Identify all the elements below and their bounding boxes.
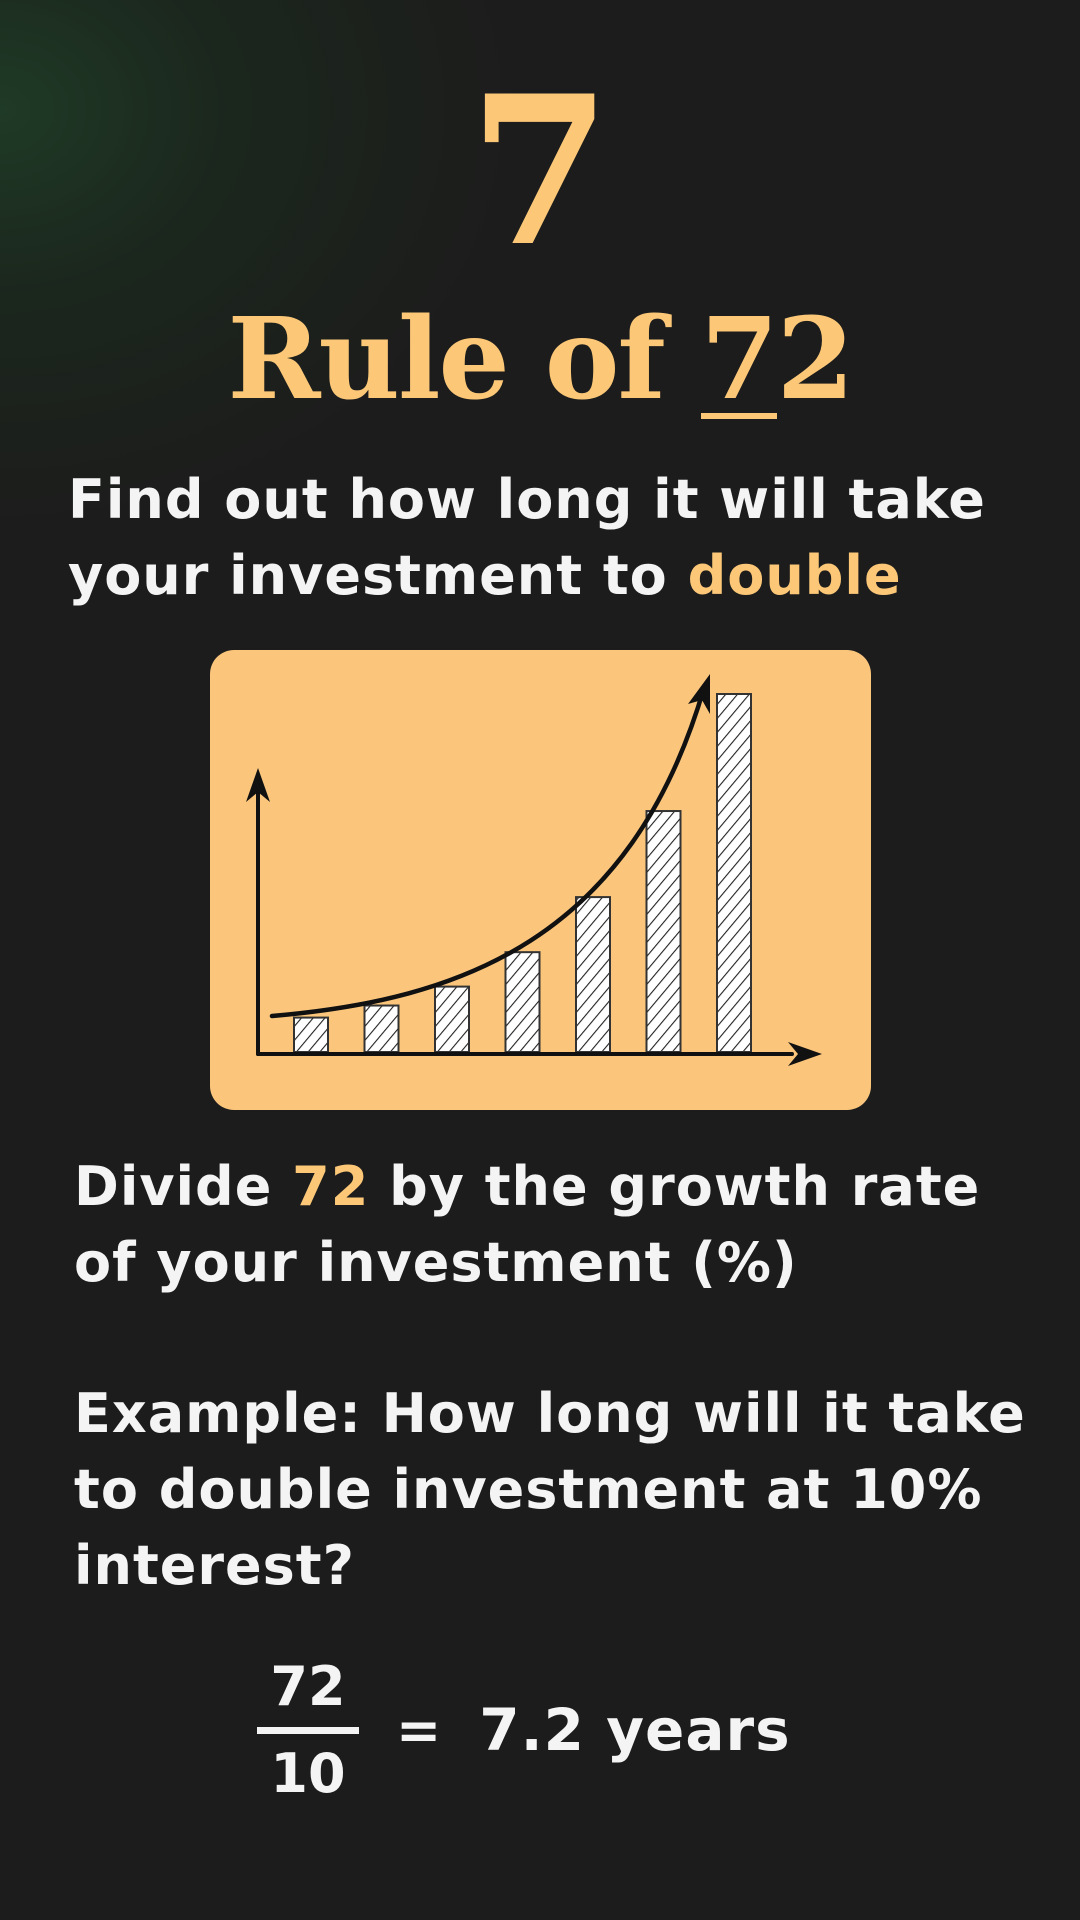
- formula: 72 10 = 7.2 years: [256, 1650, 791, 1810]
- subtitle-highlight: double: [687, 544, 902, 607]
- growth-arrow-curve: [269, 685, 707, 1019]
- growth-chart-illustration: [246, 674, 822, 1066]
- page-title: Rule of 72: [0, 298, 1080, 421]
- growth-bar: [716, 693, 752, 1053]
- growth-bar: [645, 810, 682, 1053]
- example-text: Example: How long will it take to double…: [74, 1382, 1026, 1597]
- instruction-after: by the growth rate of your investment (%…: [74, 1155, 981, 1294]
- title-suffix: 2: [776, 294, 855, 425]
- instruction-highlight: 72: [292, 1155, 370, 1218]
- fraction-numerator: 72: [270, 1654, 346, 1718]
- growth-bar: [575, 896, 611, 1053]
- fraction: 72 10: [256, 1655, 360, 1806]
- growth-bar: [293, 1016, 329, 1054]
- x-axis-arrow: [788, 1042, 822, 1066]
- growth-arrow-head: [688, 674, 710, 714]
- growth-bar: [504, 951, 541, 1053]
- equals-sign: =: [396, 1698, 442, 1762]
- growth-bar: [434, 985, 470, 1054]
- growth-illustration-card: [210, 650, 871, 1110]
- fraction-denominator: 10: [270, 1741, 346, 1805]
- formula-result: 7.2 years: [479, 1696, 791, 1764]
- growth-bar: [363, 1004, 400, 1053]
- subtitle: Find out how long it will take your inve…: [68, 462, 1028, 614]
- subtitle-text: Find out how long it will take your inve…: [68, 468, 986, 607]
- title-underlined-digit: 7: [700, 294, 779, 425]
- instruction-before: Divide: [74, 1155, 293, 1218]
- y-axis-arrow: [246, 768, 270, 802]
- fraction-bar: [257, 1726, 359, 1734]
- step-number: 7: [468, 52, 612, 292]
- instruction-text: Divide 72 by the growth rate of your inv…: [74, 1149, 1034, 1301]
- title-prefix: Rule of: [227, 294, 701, 425]
